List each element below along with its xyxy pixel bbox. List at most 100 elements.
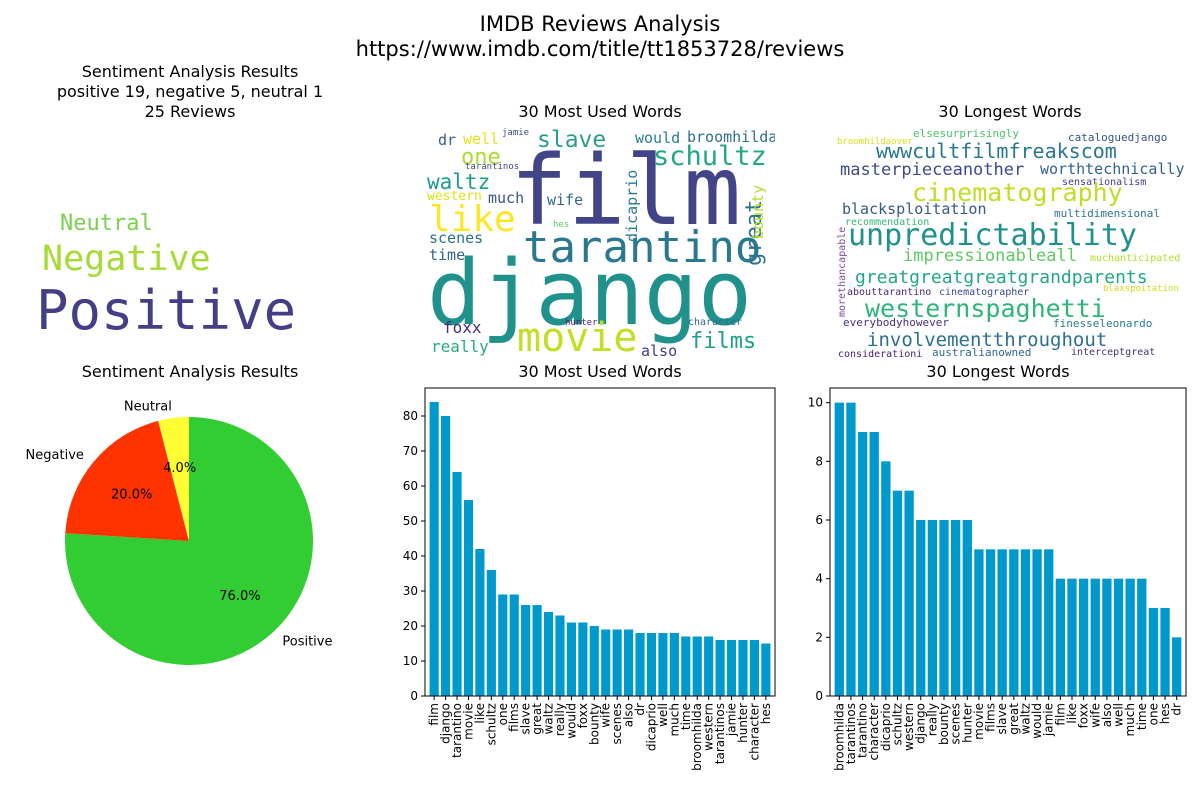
wordcloud-word: Negative [42,239,211,279]
x-tick-label: film [1053,703,1067,726]
x-tick-label: waltz [1018,703,1032,735]
pie-slice-label: Negative [26,448,84,463]
x-tick-label: well [656,703,670,727]
x-tick-label: tarantinos [844,703,858,764]
x-tick-label: like [1065,703,1079,724]
bar [543,612,554,696]
bar [927,520,938,696]
bar [566,622,576,696]
x-tick-label: tarantino [856,703,870,758]
wordcloud-word: involvementthroughout [867,329,1107,351]
pie-percent-label: 76.0% [219,589,260,604]
x-tick-label: bounty [937,703,951,745]
x-tick-label: movie [461,703,475,740]
wordcloud-word: Neutral [60,211,153,236]
wordcloud-word: jamie [502,128,529,138]
wordcloud-word: cataloguedjango [1068,131,1167,144]
wordcloud-word: broomhilda [687,128,775,146]
bar [509,594,519,696]
x-tick-label: would [1030,703,1044,739]
wordcloud-word: masterpieceanother [840,160,1024,180]
bar-chart-most-used: 0 10 20 30 40 50 60 70 80 filmdjangotarantinomovi… [403,387,776,771]
wordcloud-longest-title: 30 Longest Words [938,102,1082,121]
wordcloud-word: impressionableall [903,246,1077,266]
x-tick-label: really [925,703,939,736]
wordcloud-word: django [427,241,752,346]
x-tick-label: much [667,703,681,737]
x-tick-label: wife [1088,703,1102,728]
bar [1032,549,1042,696]
pie-slice-label: Neutral [124,400,172,415]
sentiment-pie-chart: Positive 76.0% Negative 20.0% Neutral 4.0% [26,400,332,665]
wordcloud-word: recommendation [845,217,929,228]
y-tick-label: 30 [403,584,418,598]
wordcloud-word: also [641,342,677,360]
bar [715,640,725,696]
pie-slice-label: Positive [282,634,332,649]
bar [612,629,622,696]
wordcloud-word: blacksploitation [842,200,987,218]
bar [475,549,485,696]
sentiment-word-cloud: Neutral Negative Positive [36,211,296,342]
wordcloud-word: bounty [749,185,767,239]
bar [1113,578,1124,696]
x-tick-label: dr [633,703,647,716]
bar [892,490,903,696]
bar [881,461,891,696]
bar [1055,578,1066,696]
bar [635,633,645,696]
x-tick-label: time [1135,703,1149,730]
bar [1137,578,1147,696]
bar [429,402,439,696]
bar [916,520,926,696]
bar [624,629,634,696]
bar [463,500,474,696]
wordcloud-word: multidimensional [1054,207,1160,220]
wordcloud-word: like [429,199,516,240]
bar [1172,637,1182,696]
bar [452,472,462,696]
axes-frame [424,387,776,697]
x-tick-label: great [530,703,544,735]
y-tick-label: 60 [403,479,418,493]
y-tick-label: 10 [808,396,823,410]
y-tick-label: 40 [403,549,418,563]
wordcloud-word: waltz [427,170,490,194]
x-tick-label: scenes [949,703,963,744]
wordcloud-word: wife [547,191,583,209]
bar [532,605,542,696]
x-tick-label: dr [1170,703,1184,716]
x-tick-label: really [553,703,567,736]
y-tick-label: 6 [815,513,823,527]
wordcloud-word: films [690,329,756,354]
wordcloud-longest: broomhildaover elsesurprisingly catalogu… [837,127,1185,360]
wordcloud-word: really [431,337,489,356]
y-tick-label: 70 [403,444,418,458]
bar [974,549,984,696]
y-tick-label: 80 [403,409,418,423]
wordcloud-word: one [461,145,501,170]
bar [761,643,771,696]
bar [846,402,856,696]
bar [589,626,599,696]
x-tick-label: schultz [484,703,498,745]
x-tick-label: tarantino [450,703,464,758]
wordcloud-word: movie [517,315,637,360]
wordcloud-word: hunter [565,318,598,328]
x-tick-label: one [1146,703,1160,725]
wordcloud-word: dicaprio [623,170,641,242]
wordcloud-word: Positive [36,279,296,342]
wordcloud-word: tarantino [523,222,761,273]
x-tick-label: hes [1158,703,1172,724]
wordcloud-word: everybodyhowever [843,316,949,329]
bar [1125,578,1135,696]
wordcloud-word: abouttarantino [847,287,931,298]
wordcloud-word: muchanticipated [1090,253,1180,264]
y-tick-label: 4 [815,572,823,586]
wordcloud-word: considerationi [838,349,922,360]
x-tick-label: django [914,703,928,744]
x-tick-label: hes [759,703,773,724]
x-tick-label: django [439,703,453,744]
x-tick-label: western [902,703,916,751]
bar [1009,549,1019,696]
